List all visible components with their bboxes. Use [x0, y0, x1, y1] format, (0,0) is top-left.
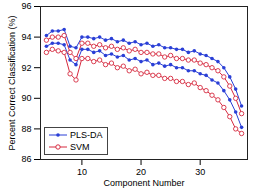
- html-text:SVM: SVM: [70, 142, 90, 152]
- svg-text:92: 92: [21, 63, 31, 73]
- svg-text:88: 88: [21, 124, 31, 134]
- svg-text:30: 30: [195, 167, 205, 177]
- svg-text:Percent Correct Classification: Percent Correct Classification (%): [7, 15, 17, 150]
- svg-text:10: 10: [77, 167, 87, 177]
- html-text:PLS-DA: PLS-DA: [70, 130, 103, 140]
- svg-text:86: 86: [21, 154, 31, 164]
- svg-text:Component Number: Component Number: [103, 178, 184, 188]
- svg-text:96: 96: [21, 1, 31, 11]
- svg-text:20: 20: [136, 167, 146, 177]
- svg-text:94: 94: [21, 32, 31, 42]
- svg-text:90: 90: [21, 93, 31, 103]
